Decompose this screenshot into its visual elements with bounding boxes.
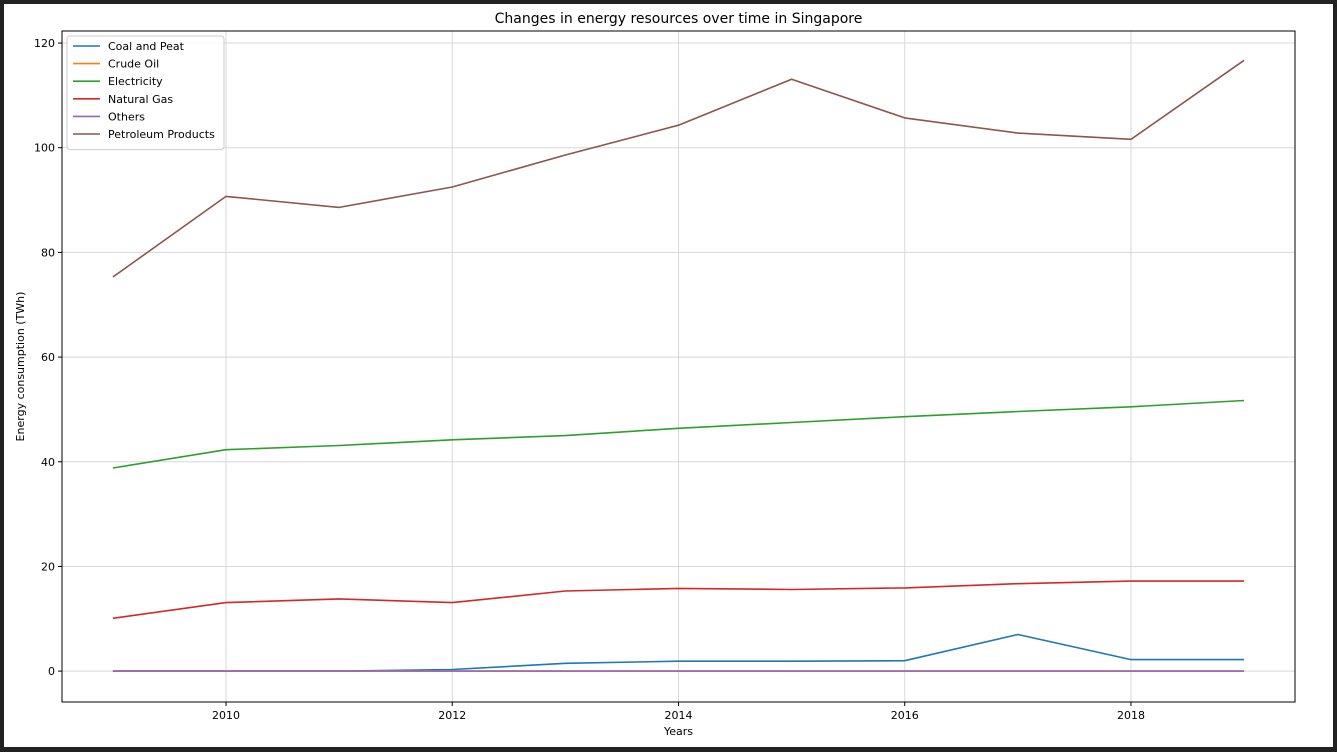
series-line-petroleum-products <box>112 59 1245 278</box>
legend-box <box>66 35 225 151</box>
x-tick-label: 2012 <box>438 709 466 722</box>
y-axis-label: Energy consumption (TWh) <box>14 292 27 442</box>
y-tick-label: 40 <box>41 456 55 469</box>
legend-label: Electricity <box>108 75 163 88</box>
y-tick-label: 120 <box>34 37 55 50</box>
legend-label: Others <box>108 110 145 123</box>
legend-label: Coal and Peat <box>108 40 185 53</box>
series-line-electricity <box>112 399 1245 469</box>
x-tick-label: 2014 <box>665 709 693 722</box>
y-tick-label: 0 <box>48 665 55 678</box>
y-tick-label: 100 <box>34 142 55 155</box>
axis-ticks: 2010 2012 2014 2016 2018 0 20 40 60 80 100 120 <box>34 37 1145 722</box>
x-axis-label: Years <box>663 725 693 738</box>
x-tick-label: 2010 <box>212 709 240 722</box>
legend-label: Crude Oil <box>108 58 159 71</box>
chart-title: Changes in energy resources over time in… <box>495 11 863 27</box>
legend-label: Petroleum Products <box>108 128 215 141</box>
y-tick-label: 80 <box>41 246 55 259</box>
y-tick-label: 60 <box>41 351 55 364</box>
series-line-natural-gas <box>112 580 1245 620</box>
line-chart: Changes in energy resources over time in… <box>14 11 1296 738</box>
x-tick-label: 2016 <box>891 709 919 722</box>
x-tick-label: 2018 <box>1117 709 1145 722</box>
series-lines <box>112 59 1245 672</box>
legend-label: Natural Gas <box>108 93 173 106</box>
y-tick-label: 20 <box>41 560 55 573</box>
chart-frame: Changes in energy resources over time in… <box>4 4 1333 747</box>
legend: Coal and Peat Crude Oil Electricity Natural… <box>66 35 225 151</box>
